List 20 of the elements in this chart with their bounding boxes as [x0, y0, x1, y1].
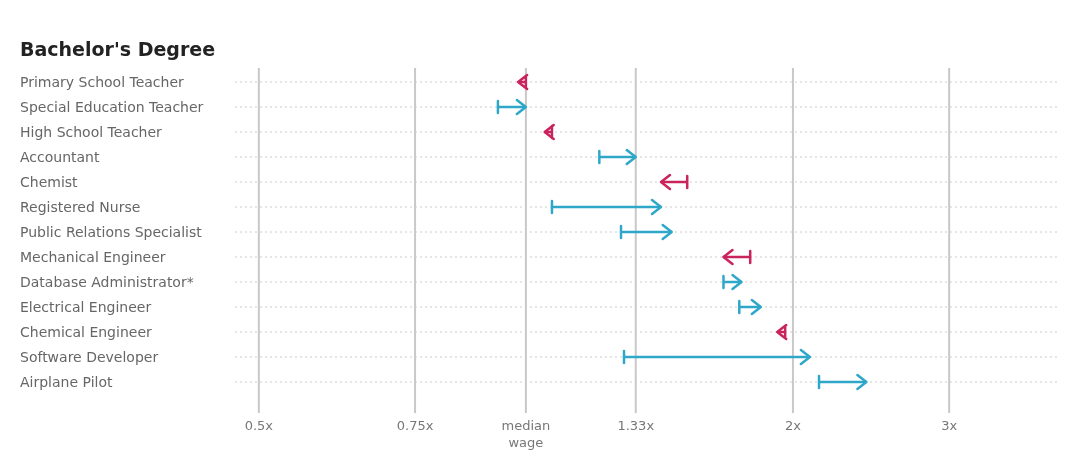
- x-tick-label: median wage: [501, 418, 551, 450]
- y-tick-label: Chemist: [20, 174, 79, 190]
- x-tick-label: 0.75x: [396, 418, 434, 433]
- y-tick-label: Accountant: [20, 149, 100, 165]
- x-tick-label: 1.33x: [617, 418, 655, 433]
- y-tick-label: Public Relations Specialist: [20, 224, 203, 240]
- y-tick-label: Software Developer: [20, 349, 159, 365]
- y-tick-label: Registered Nurse: [20, 199, 141, 215]
- y-tick-label: Special Education Teacher: [20, 99, 204, 115]
- y-tick-label: High School Teacher: [20, 124, 163, 140]
- y-tick-label: Airplane Pilot: [20, 374, 113, 390]
- x-tick-label: 0.5x: [244, 418, 274, 433]
- y-tick-label: Electrical Engineer: [20, 299, 152, 315]
- y-tick-label: Database Administrator*: [20, 274, 194, 290]
- chart-title: Bachelor's Degree: [20, 38, 216, 60]
- y-tick-label: Chemical Engineer: [20, 324, 152, 340]
- x-tick-label: 2x: [784, 418, 802, 433]
- y-tick-label: Primary School Teacher: [20, 74, 185, 90]
- y-tick-label: Mechanical Engineer: [20, 249, 166, 265]
- x-tick-label: 3x: [941, 418, 958, 433]
